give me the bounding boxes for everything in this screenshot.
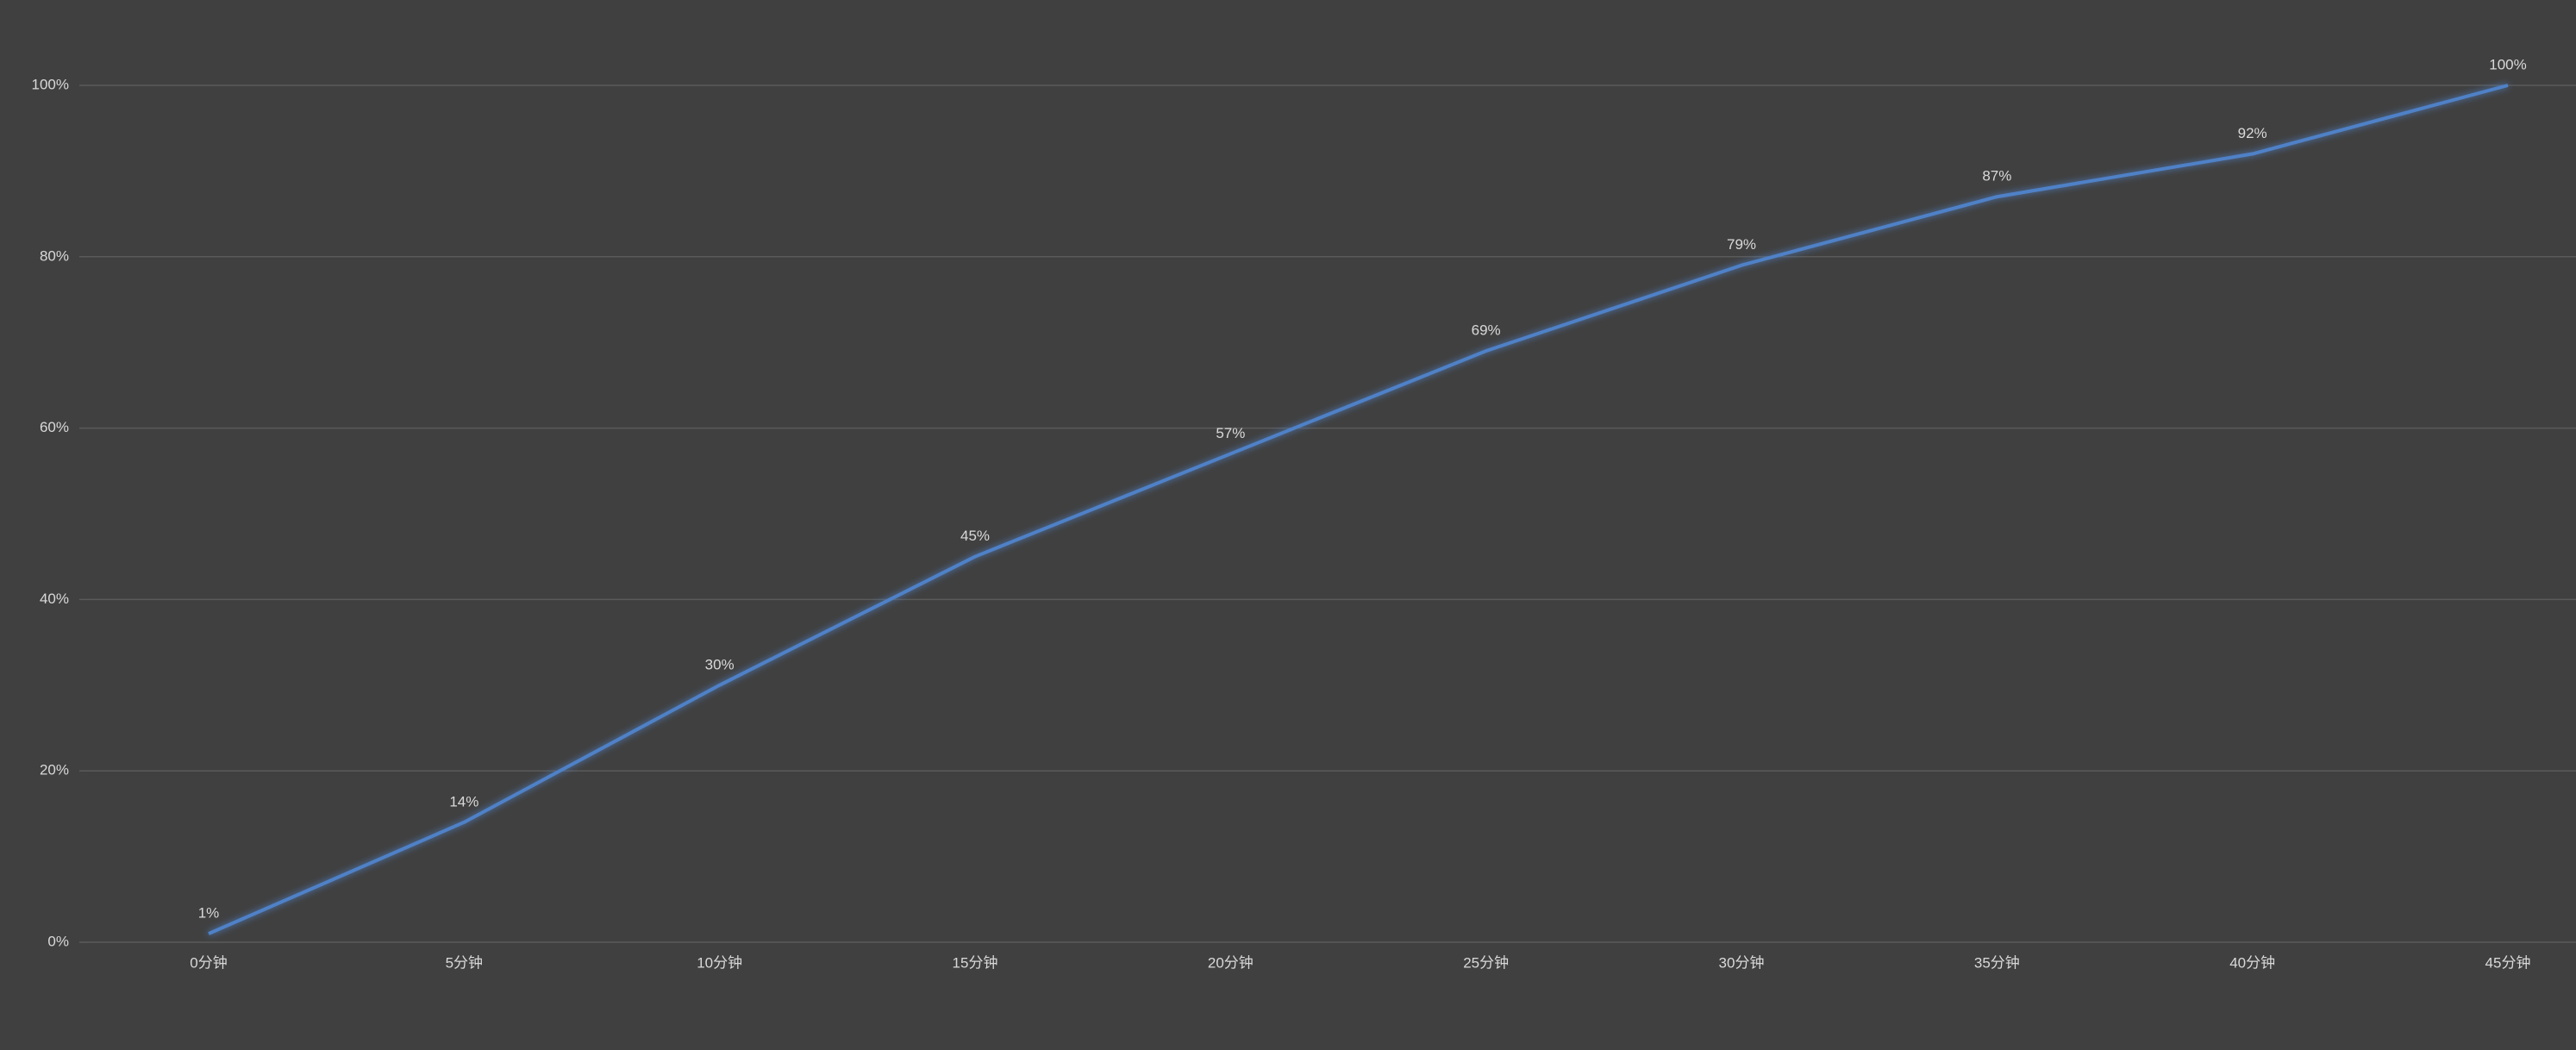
- y-tick-label: 40%: [40, 591, 69, 607]
- y-tick-label: 60%: [40, 419, 69, 435]
- x-tick-label: 0分钟: [190, 954, 227, 971]
- x-tick-label: 15分钟: [953, 954, 998, 971]
- data-label: 57%: [1216, 425, 1245, 441]
- x-tick-label: 20分钟: [1208, 954, 1254, 971]
- x-tick-label: 45分钟: [2485, 954, 2531, 971]
- y-tick-label: 100%: [32, 76, 69, 92]
- data-line: [208, 84, 2509, 935]
- data-label: 100%: [2489, 56, 2526, 72]
- data-label: 92%: [2238, 125, 2267, 141]
- data-label: 69%: [1472, 322, 1501, 339]
- y-tick-label: 80%: [40, 247, 69, 264]
- y-tick-label: 0%: [47, 933, 69, 949]
- data-label: 87%: [1982, 168, 2011, 184]
- y-tick-label: 20%: [40, 762, 69, 778]
- data-label: 1%: [198, 905, 220, 922]
- x-tick-label: 40分钟: [2229, 954, 2275, 971]
- data-label: 30%: [705, 656, 735, 672]
- x-tick-label: 35分钟: [1974, 954, 2020, 971]
- x-tick-label: 10分钟: [697, 954, 742, 971]
- data-label: 45%: [960, 528, 990, 544]
- x-tick-label: 25分钟: [1463, 954, 1509, 971]
- data-label: 14%: [449, 793, 478, 809]
- x-tick-label: 5分钟: [446, 954, 483, 971]
- x-tick-label: 30分钟: [1719, 954, 1765, 971]
- data-label: 79%: [1727, 236, 1756, 253]
